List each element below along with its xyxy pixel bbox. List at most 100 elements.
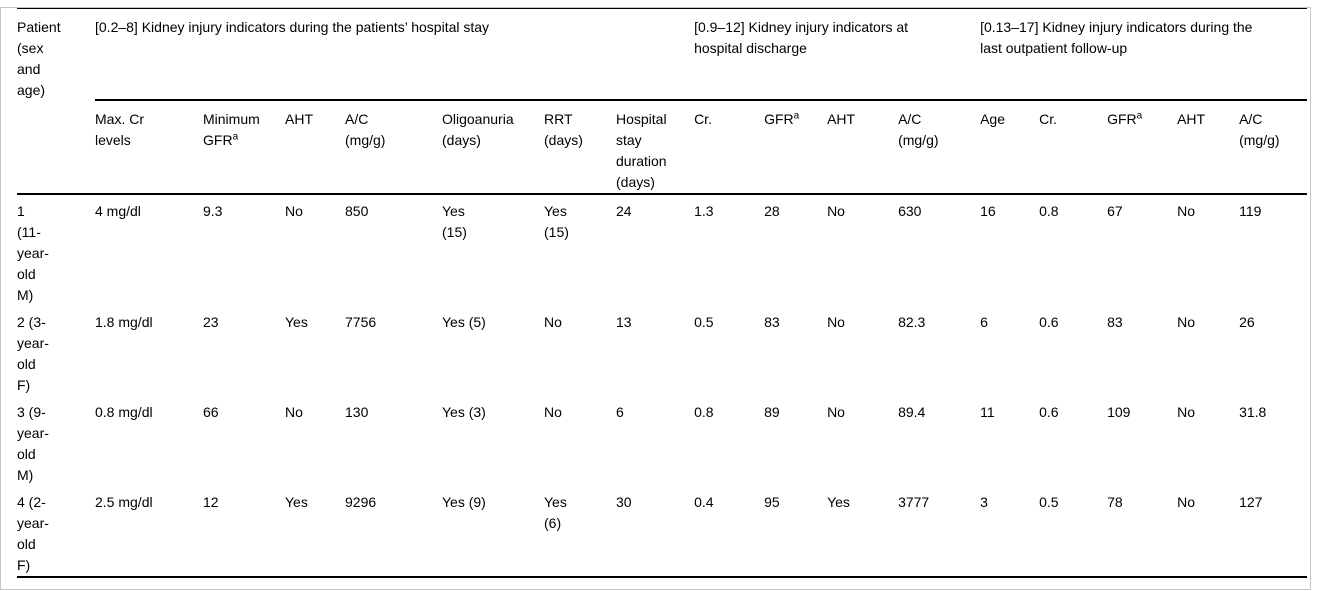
data-cell: 11: [980, 404, 995, 420]
data-cell: 850: [345, 203, 369, 219]
column-header-label: Oligoanuria (days): [442, 111, 514, 148]
column-header-label: Max. Cr levels: [95, 111, 144, 148]
data-cell: No: [285, 203, 303, 219]
data-cell: 95: [764, 494, 780, 510]
data-cell: 30: [616, 494, 632, 510]
column-header-cr: Cr.: [694, 100, 765, 195]
column-header-label: AHT: [827, 111, 856, 127]
data-cell: Yes (3): [442, 404, 486, 420]
data-cell: 9296: [345, 494, 377, 510]
column-header-label: Age: [980, 111, 1005, 127]
header-column-row: Max. Cr levels Minimum GFRa AHT A/C (mg/g) O…: [17, 100, 1308, 195]
data-cell: 1.8 mg/dl: [95, 314, 153, 330]
column-header-minimum-gfr: Minimum GFRa: [203, 100, 285, 195]
data-cell: 66: [203, 404, 219, 420]
data-cell: Yes: [285, 494, 308, 510]
data-cell: Yes (9): [442, 494, 486, 510]
column-header-hospital-stay-duration-days: Hospital stay duration (days): [616, 100, 695, 195]
data-cell: No: [544, 404, 562, 420]
footnote-marker: a: [232, 131, 239, 143]
column-header-label: A/C (mg/g): [345, 111, 386, 148]
table-header: Patient (sex and age) [0.2–8] Kidney inj…: [17, 8, 1308, 195]
group-header-hospital-stay: [0.2–8] Kidney injury indicators during …: [95, 8, 695, 101]
column-header-gfr: GFRa: [764, 100, 828, 195]
column-header-a-c-mg-g: A/C (mg/g): [345, 100, 442, 195]
patients-kidney-injury-table: Patient (sex and age) [0.2–8] Kidney inj…: [17, 7, 1308, 578]
data-cell: 28: [764, 203, 780, 219]
table-row: 1 (11- year- old M) 4 mg/dl 9.3 No 850 Yes (1…: [17, 194, 1307, 306]
table-row: 2 (3- year- old F) 1.8 mg/dl 23 Yes 7756 Yes …: [17, 306, 1307, 396]
table-body: 1 (11- year- old M) 4 mg/dl 9.3 No 850 Yes (1…: [17, 194, 1307, 577]
column-header-label: Cr.: [694, 111, 712, 127]
data-cell: No: [827, 404, 845, 420]
data-cell: 12: [203, 494, 219, 510]
data-cell: 130: [345, 404, 369, 420]
column-header-cr: Cr.: [1039, 100, 1108, 195]
data-cell: 0.8: [694, 404, 714, 420]
data-cell: No: [1177, 404, 1195, 420]
data-cell: 1.3: [694, 203, 714, 219]
data-cell: No: [544, 314, 562, 330]
data-cell: No: [285, 404, 303, 420]
table-row: 4 (2- year- old F) 2.5 mg/dl 12 Yes 9296 Yes …: [17, 486, 1307, 577]
data-cell: No: [1177, 203, 1195, 219]
data-cell: 67: [1107, 203, 1123, 219]
data-cell: 0.4: [694, 494, 714, 510]
data-cell: 4 mg/dl: [95, 203, 141, 219]
column-header-label: Minimum GFR: [203, 111, 260, 148]
data-cell: 83: [764, 314, 780, 330]
column-header-max-cr-levels: Max. Cr levels: [95, 100, 203, 195]
data-cell: 13: [616, 314, 632, 330]
patient-cell: 2 (3- year- old F): [17, 314, 49, 393]
column-header-a-c-mg-g: A/C (mg/g): [898, 100, 981, 195]
data-cell: 0.5: [694, 314, 714, 330]
table-row: 3 (9- year- old M) 0.8 mg/dl 66 No 130 Yes (3…: [17, 396, 1307, 486]
data-cell: No: [827, 203, 845, 219]
column-header-label: Cr.: [1039, 111, 1057, 127]
column-header-label: RRT (days): [544, 111, 583, 148]
patient-cell: 3 (9- year- old M): [17, 404, 49, 483]
data-cell: 16: [980, 203, 996, 219]
data-cell: No: [1177, 494, 1195, 510]
group-header-discharge: [0.9–12] Kidney injury indicators at hos…: [694, 8, 981, 101]
header-group-row: Patient (sex and age) [0.2–8] Kidney inj…: [17, 8, 1308, 195]
column-header-aht: AHT: [285, 100, 345, 195]
data-cell: 0.5: [1039, 494, 1059, 510]
footnote-marker: a: [1136, 110, 1143, 122]
column-header-label: GFR: [764, 111, 794, 127]
column-header-rrt-days: RRT (days): [544, 100, 616, 195]
data-cell: 24: [616, 203, 632, 219]
data-cell: 6: [616, 404, 624, 420]
data-cell: 9.3: [203, 203, 223, 219]
data-cell: No: [827, 314, 845, 330]
data-cell: 0.6: [1039, 404, 1059, 420]
column-header-label: A/C (mg/g): [898, 111, 939, 148]
data-cell: Yes (6): [544, 494, 567, 531]
patient-cell: 1 (11- year- old M): [17, 203, 49, 303]
data-cell: 26: [1239, 314, 1255, 330]
column-header-aht: AHT: [1177, 100, 1240, 195]
column-header-aht: AHT: [827, 100, 899, 195]
data-cell: 7756: [345, 314, 377, 330]
data-cell: Yes (15): [544, 203, 569, 240]
group-header-outpatient-followup: [0.13–17] Kidney injury indicators durin…: [980, 8, 1308, 101]
data-cell: 109: [1107, 404, 1131, 420]
data-cell: Yes (15): [442, 203, 467, 240]
data-cell: 3: [980, 494, 988, 510]
column-header-label: AHT: [285, 111, 313, 127]
page: { "table": { "corner_header": { "label":…: [0, 7, 1319, 591]
data-cell: 6: [980, 314, 988, 330]
data-cell: Yes: [827, 494, 850, 510]
data-cell: No: [1177, 314, 1195, 330]
data-cell: 23: [203, 314, 219, 330]
data-cell: 0.6: [1039, 314, 1059, 330]
data-cell: 31.8: [1239, 404, 1267, 420]
data-cell: Yes: [285, 314, 308, 330]
corner-header-patient: Patient (sex and age): [17, 8, 95, 195]
data-cell: 83: [1107, 314, 1123, 330]
column-header-label: GFR: [1107, 111, 1137, 127]
column-header-label: AHT: [1177, 111, 1206, 127]
data-cell: 3777: [898, 494, 930, 510]
column-header-label: A/C (mg/g): [1239, 111, 1280, 148]
data-cell: Yes (5): [442, 314, 486, 330]
